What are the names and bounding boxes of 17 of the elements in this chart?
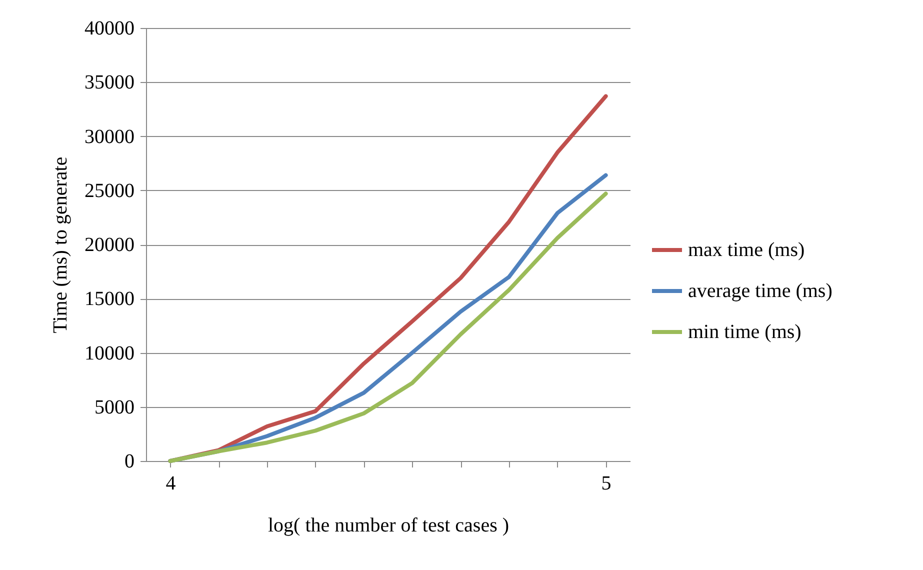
y-tick-label: 15000 xyxy=(84,288,134,310)
y-tick-label: 30000 xyxy=(84,126,134,148)
y-tick-label: 40000 xyxy=(84,18,134,40)
legend-label: max time (ms) xyxy=(688,239,805,261)
legend-label: average time (ms) xyxy=(688,280,832,302)
y-tick-label: 20000 xyxy=(84,234,134,256)
line-series xyxy=(168,94,608,463)
y-tick-label: 35000 xyxy=(84,72,134,94)
y-tick-label: 10000 xyxy=(84,342,134,364)
x-tick-label: 5 xyxy=(601,472,612,494)
x-tick-label: 4 xyxy=(166,472,176,494)
y-axis-title: Time (ms) to generate xyxy=(50,156,72,334)
legend-label: min time (ms) xyxy=(688,321,802,343)
x-axis-title: log( the number of test cases ) xyxy=(268,514,510,536)
y-tick-label: 5000 xyxy=(94,396,134,418)
y-tick-label: 25000 xyxy=(84,180,134,202)
y-tick-label: 0 xyxy=(124,450,134,472)
